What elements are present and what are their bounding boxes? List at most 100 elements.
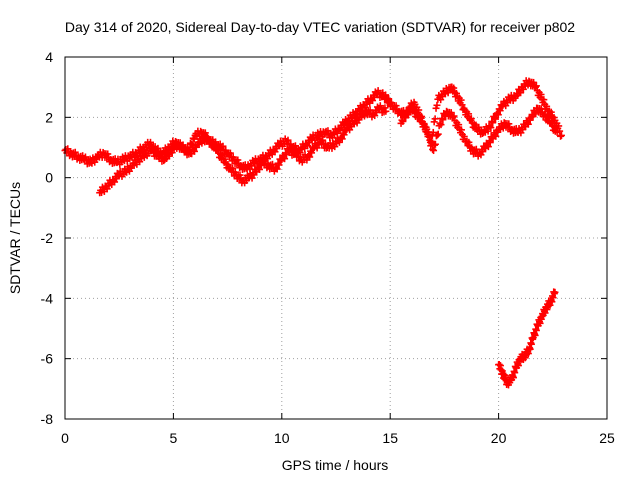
plot-frame (64, 56, 608, 420)
data-point (489, 119, 497, 127)
data-point (505, 120, 513, 128)
data-point (551, 288, 559, 296)
data-point (277, 157, 285, 165)
data-point (531, 331, 539, 339)
data-point (338, 135, 346, 143)
data-point (269, 160, 277, 168)
data-point (557, 132, 565, 140)
x-tick-label: 20 (491, 430, 507, 446)
data-point (340, 131, 348, 139)
data-point (275, 161, 283, 169)
data-point (540, 96, 548, 104)
data-point (149, 144, 157, 152)
data-point (226, 149, 234, 157)
data-point (543, 102, 551, 110)
data-point (465, 138, 473, 146)
data-point (492, 132, 500, 140)
data-point (426, 136, 434, 144)
x-tick-label: 10 (274, 430, 290, 446)
data-point (431, 140, 439, 148)
data-point (256, 165, 264, 173)
y-tick-label: -8 (41, 411, 54, 427)
data-point (455, 121, 463, 129)
data-point (496, 107, 504, 115)
y-tick-label: -6 (41, 351, 54, 367)
data-point (104, 150, 112, 158)
data-point (532, 82, 540, 90)
data-point (532, 326, 540, 334)
x-tick-label: 5 (170, 430, 178, 446)
data-point (430, 141, 438, 149)
data-point (450, 84, 458, 92)
data-point (492, 115, 500, 123)
data-point (308, 149, 316, 157)
data-point (236, 171, 244, 179)
data-point (524, 120, 532, 128)
data-point (382, 107, 390, 115)
data-point (281, 155, 289, 163)
data-point (547, 108, 555, 116)
data-point (488, 117, 496, 125)
data-point (553, 128, 561, 136)
data-point (494, 111, 502, 119)
data-point (509, 374, 517, 382)
data-point (537, 90, 545, 98)
data-point (229, 164, 237, 172)
data-point (187, 140, 195, 148)
data-point (211, 141, 219, 149)
data-point (548, 118, 556, 126)
data-point (190, 147, 198, 155)
data-point (422, 123, 430, 131)
data-point (203, 133, 211, 141)
data-point (437, 121, 445, 129)
data-point (433, 131, 441, 139)
data-point (306, 153, 314, 161)
data-point (436, 119, 444, 127)
data-point (511, 369, 519, 377)
data-point (294, 149, 302, 157)
data-point (392, 102, 400, 110)
data-point (484, 143, 492, 151)
data-point (537, 105, 545, 113)
data-point (465, 110, 473, 118)
data-point (487, 124, 495, 132)
data-point (284, 136, 292, 144)
data-point (434, 130, 442, 138)
data-point (429, 145, 437, 153)
data-point (450, 112, 458, 120)
data-point (71, 148, 79, 156)
data-point (457, 126, 465, 134)
data-point (438, 114, 446, 122)
y-tick-label: -2 (41, 230, 54, 246)
data-point (398, 116, 406, 124)
data-point (545, 114, 553, 122)
grid-layer (65, 57, 607, 419)
data-point (319, 136, 327, 144)
data-point (415, 106, 423, 114)
data-point (146, 138, 154, 146)
data-point (552, 124, 560, 132)
data-point (431, 115, 439, 123)
data-point (234, 156, 242, 164)
data-point (526, 345, 534, 353)
x-tick-label: 25 (599, 430, 615, 446)
data-point (417, 113, 425, 121)
data-point (417, 112, 425, 120)
data-point (381, 104, 389, 112)
y-tick-label: -4 (41, 290, 54, 306)
data-point (214, 145, 222, 153)
y-tick-label: 0 (45, 170, 53, 186)
data-point (401, 112, 409, 120)
data-point (402, 114, 410, 122)
data-point (557, 131, 565, 139)
x-axis-label: GPS time / hours (282, 457, 389, 473)
data-point (404, 109, 412, 117)
data-point (273, 165, 281, 173)
data-point (425, 131, 433, 139)
data-point (439, 116, 447, 124)
x-tick-label: 0 (61, 430, 69, 446)
data-point (467, 115, 475, 123)
points-layer (61, 77, 565, 389)
data-point (385, 95, 393, 103)
